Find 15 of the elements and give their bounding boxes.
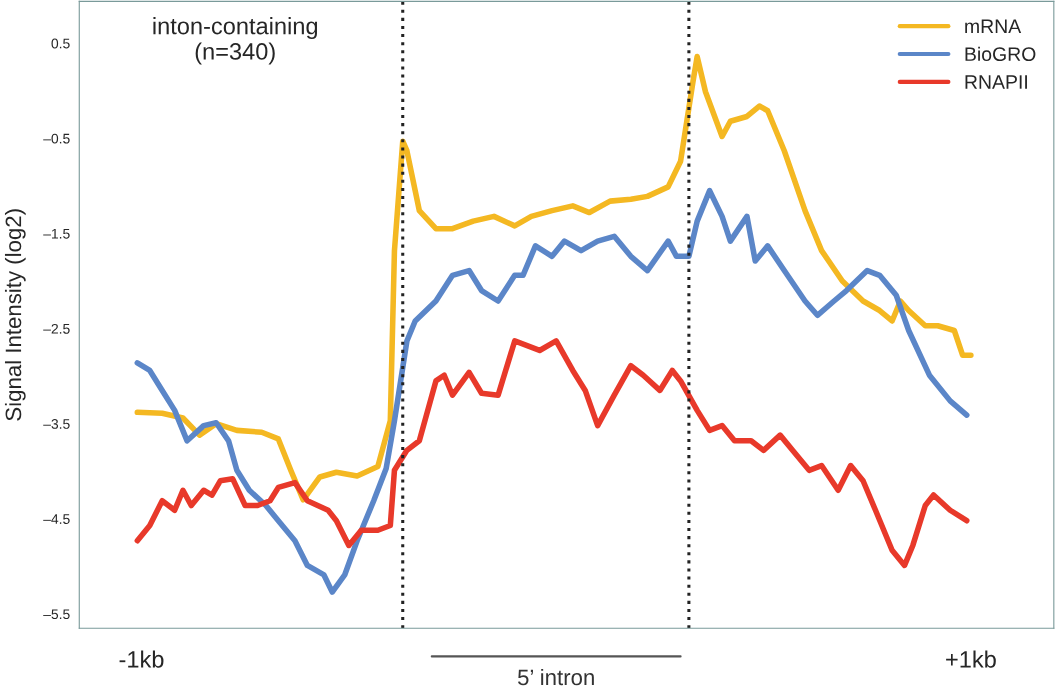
y-axis-title: Signal Intensity (log2) (4, 209, 26, 421)
y-tick-label: –0.5 (43, 133, 70, 144)
x-tick-label: +1kb (946, 650, 996, 668)
legend-label: mRNA (965, 19, 1022, 33)
x-tick-label: -1kb (119, 650, 164, 668)
text: 5’ intron (517, 668, 594, 686)
y-tick-label: –2.5 (43, 323, 70, 334)
y-tick-label: –4.5 (43, 514, 70, 524)
y-tick-label: 0.5 (51, 38, 70, 49)
annotation: inton-containing (n=340) (153, 17, 318, 65)
legend-label: BioGRO (965, 46, 1036, 62)
y-tick-label: –1.5 (43, 228, 70, 239)
y-tick-label: –3.5 (43, 419, 70, 429)
y-tick-label: –5.5 (43, 609, 70, 620)
legend-label: RNAPII (965, 75, 1027, 89)
